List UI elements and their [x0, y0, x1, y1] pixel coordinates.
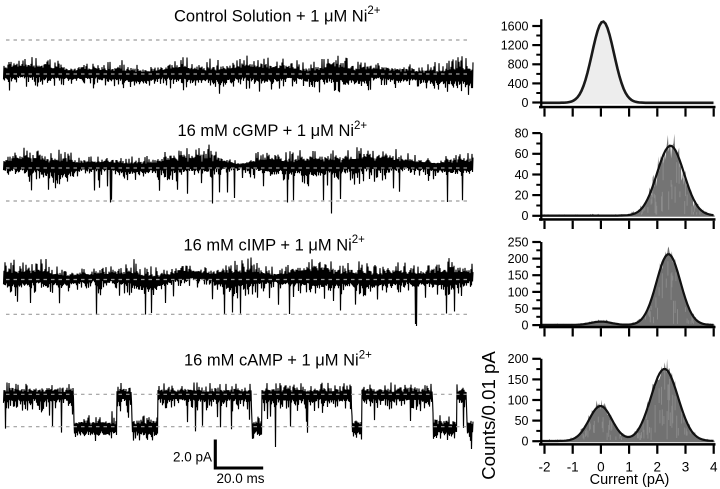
svg-text:100: 100: [508, 393, 529, 407]
svg-text:0: 0: [522, 319, 529, 333]
svg-text:Counts/0.01 pA: Counts/0.01 pA: [478, 351, 499, 480]
svg-text:Control Solution + 1 μM Ni2+: Control Solution + 1 μM Ni2+: [174, 5, 381, 25]
svg-text:80: 80: [515, 127, 529, 141]
svg-text:0: 0: [522, 209, 529, 223]
svg-text:20: 20: [515, 189, 529, 203]
svg-text:16 mM cAMP + 1 μM Ni2+: 16 mM cAMP + 1 μM Ni2+: [184, 349, 372, 369]
svg-text:1: 1: [625, 460, 633, 475]
svg-text:2: 2: [654, 460, 662, 475]
svg-text:60: 60: [515, 147, 529, 161]
svg-text:-1: -1: [567, 460, 579, 475]
svg-text:-2: -2: [538, 460, 550, 475]
svg-text:200: 200: [508, 252, 529, 266]
svg-text:40: 40: [515, 168, 529, 182]
svg-text:Current (pA): Current (pA): [590, 472, 670, 488]
svg-text:2.0 pA: 2.0 pA: [173, 450, 212, 465]
svg-text:200: 200: [508, 352, 529, 366]
svg-text:400: 400: [508, 77, 529, 91]
svg-text:1600: 1600: [501, 19, 529, 33]
svg-text:16 mM cIMP + 1 μM Ni2+: 16 mM cIMP + 1 μM Ni2+: [184, 234, 366, 254]
svg-text:250: 250: [508, 235, 529, 249]
svg-text:0: 0: [522, 96, 529, 110]
svg-text:16 mM cGMP + 1 μM Ni2+: 16 mM cGMP + 1 μM Ni2+: [178, 120, 368, 140]
svg-text:3: 3: [682, 460, 690, 475]
svg-text:150: 150: [508, 269, 529, 283]
svg-text:800: 800: [508, 58, 529, 72]
svg-text:150: 150: [508, 373, 529, 387]
svg-text:20.0 ms: 20.0 ms: [216, 471, 264, 486]
svg-text:4: 4: [710, 460, 718, 475]
svg-text:100: 100: [508, 285, 529, 299]
svg-text:0: 0: [597, 460, 605, 475]
svg-text:1200: 1200: [501, 39, 529, 53]
svg-text:50: 50: [515, 302, 529, 316]
svg-text:0: 0: [522, 435, 529, 449]
svg-text:50: 50: [515, 414, 529, 428]
